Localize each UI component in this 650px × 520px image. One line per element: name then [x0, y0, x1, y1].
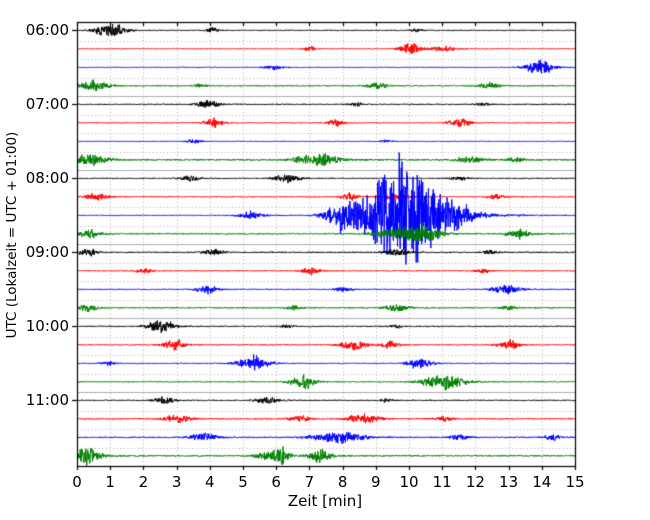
x-tick-label-1: 1 [105, 473, 115, 491]
x-tick-label-5: 5 [238, 473, 248, 491]
x-tick-label-6: 6 [271, 473, 281, 491]
x-tick-label-11: 11 [432, 473, 452, 491]
x-tick-label-10: 10 [399, 473, 419, 491]
y-axis-label: UTC (Lokalzeit = UTC + 01:00) [4, 131, 20, 339]
x-tick-label-8: 8 [337, 473, 348, 491]
x-tick-label-15: 15 [565, 473, 585, 491]
y-tick-label-0700: 07:00 [25, 95, 69, 114]
y-tick-label-1000: 10:00 [25, 317, 69, 336]
y-tick-label-1100: 11:00 [25, 391, 69, 410]
x-tick-label-13: 13 [499, 473, 519, 491]
x-tick-label-7: 7 [304, 473, 315, 491]
y-tick-label-0600: 06:00 [25, 21, 69, 40]
y-tick-label-0800: 08:00 [25, 169, 69, 188]
x-tick-label-4: 4 [205, 473, 215, 491]
x-tick-label-0: 0 [72, 473, 82, 491]
x-tick-label-9: 9 [371, 473, 381, 491]
x-tick-label-14: 14 [532, 473, 552, 491]
x-tick-label-2: 2 [138, 473, 149, 491]
y-axis-label-container: UTC (Lokalzeit = UTC + 01:00) [0, 0, 24, 470]
x-tick-label-12: 12 [465, 473, 485, 491]
y-tick-label-0900: 09:00 [25, 243, 69, 262]
x-tick-label-3: 3 [171, 473, 182, 491]
x-axis-label: Zeit [min] [287, 492, 363, 510]
